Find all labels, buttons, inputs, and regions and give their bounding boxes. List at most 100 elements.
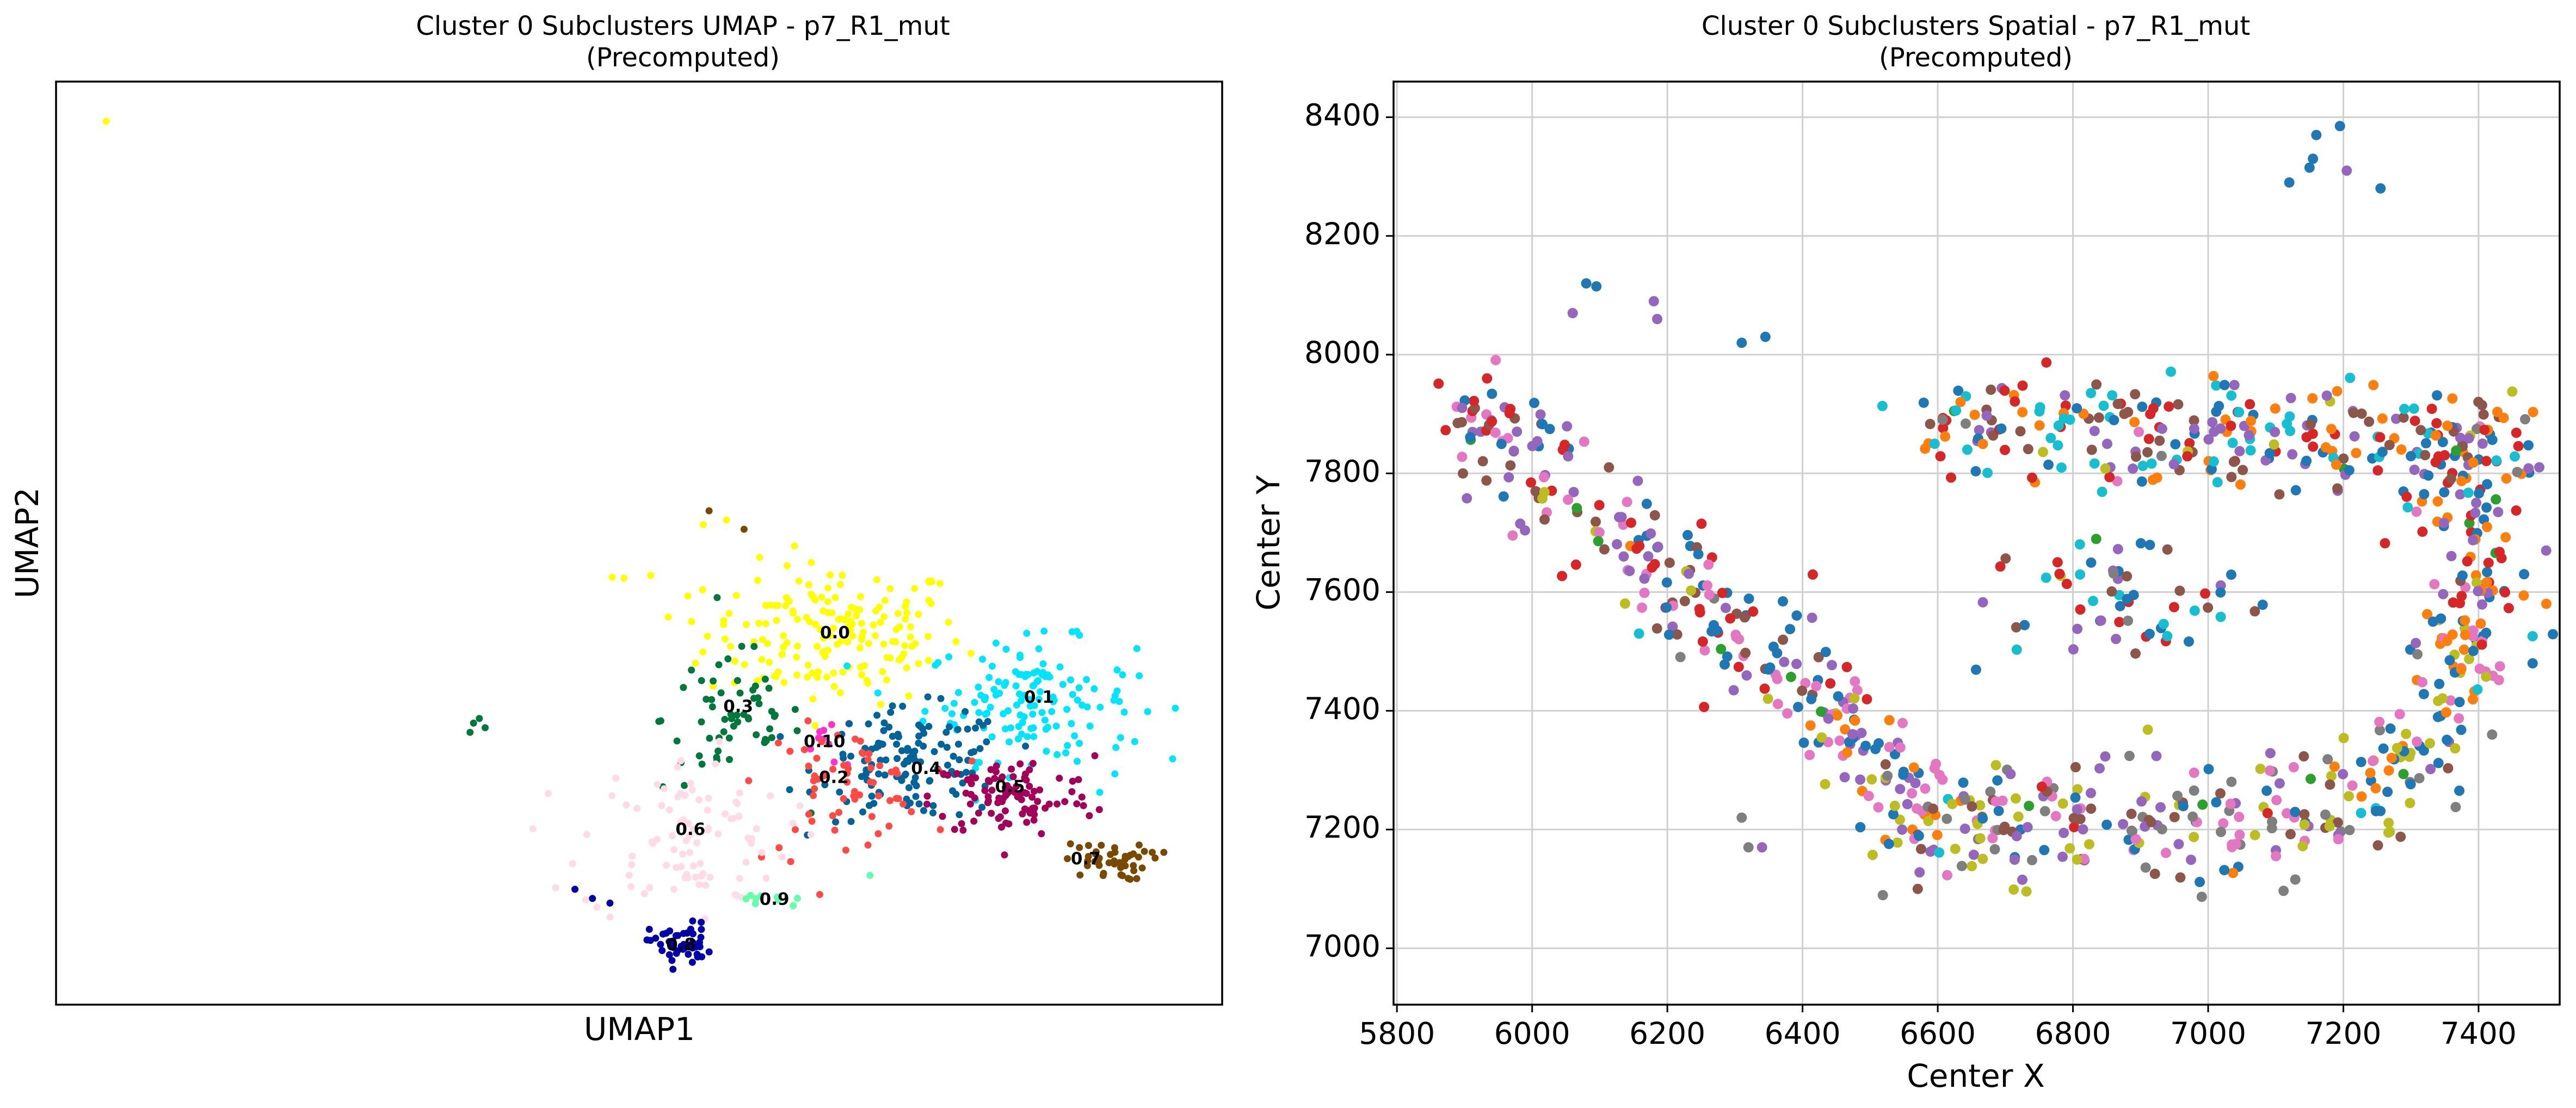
umap-point	[710, 677, 717, 685]
umap-point	[830, 683, 838, 690]
spatial-point	[1663, 629, 1674, 640]
spatial-point	[2308, 441, 2319, 452]
umap-point	[713, 594, 721, 602]
spatial-point	[1928, 803, 1938, 814]
umap-point	[889, 733, 896, 740]
umap-point	[669, 965, 677, 973]
umap-point	[881, 771, 889, 779]
spatial-point	[2255, 764, 2266, 774]
spatial-point	[1772, 673, 1783, 684]
umap-point	[1030, 788, 1038, 795]
spatial-point	[2477, 438, 2488, 449]
spatial-point	[2414, 773, 2425, 784]
spatial-point	[2086, 444, 2097, 455]
umap-cluster-label: 0.3	[723, 697, 753, 716]
umap-point	[695, 796, 703, 804]
spatial-point	[2189, 605, 2200, 616]
umap-point	[628, 861, 636, 869]
spatial-point	[1563, 494, 1574, 505]
spatial-point	[1462, 493, 1472, 504]
spatial-point	[2266, 823, 2277, 834]
umap-point	[470, 719, 477, 727]
umap-point	[1135, 841, 1143, 849]
umap-point	[1135, 853, 1142, 861]
umap-point	[930, 748, 938, 756]
umap-point	[836, 581, 844, 588]
spatial-point	[2108, 568, 2119, 579]
spatial-point	[1955, 397, 1966, 407]
umap-point	[683, 929, 691, 937]
umap-point	[1083, 676, 1090, 683]
umap-point	[673, 864, 680, 871]
umap-point	[1009, 773, 1017, 781]
umap-point	[843, 662, 851, 670]
umap-point	[720, 617, 728, 624]
spatial-point	[2156, 824, 2167, 834]
umap-point	[1062, 749, 1070, 757]
spatial-point	[2464, 654, 2475, 665]
spatial-point	[2053, 420, 2064, 431]
spatial-point	[2149, 869, 2160, 879]
spatial-point	[1839, 772, 1850, 783]
umap-point	[745, 715, 753, 723]
spatial-point	[2507, 386, 2518, 397]
spatial-point	[1999, 385, 2010, 396]
spatial-point	[2329, 761, 2340, 772]
umap-point	[735, 813, 743, 820]
spatial-point	[2000, 553, 2011, 564]
umap-point	[1026, 696, 1033, 703]
spatial-point	[2311, 129, 2322, 140]
spatial-point	[2162, 544, 2173, 555]
spatial-point	[2420, 450, 2431, 461]
umap-point	[1067, 840, 1074, 847]
umap-point	[1144, 708, 1151, 715]
spatial-point	[1951, 405, 1962, 416]
umap-point	[954, 689, 962, 696]
umap-point	[742, 858, 750, 866]
spatial-point	[1759, 683, 1770, 694]
umap-point	[1133, 645, 1141, 652]
spatial-point	[1847, 729, 1858, 740]
umap-point	[810, 792, 817, 800]
spatial-point	[2184, 636, 2194, 647]
spatial-point	[2086, 803, 2097, 814]
spatial-point	[1512, 426, 1523, 437]
spatial-point	[2447, 629, 2458, 640]
spatial-point	[1699, 645, 1710, 656]
umap-point	[606, 913, 614, 921]
umap-point	[751, 900, 759, 907]
umap-point	[903, 664, 910, 672]
umap-point	[571, 886, 579, 893]
umap-point	[966, 800, 974, 808]
spatial-point	[2401, 728, 2412, 739]
spatial-point	[2265, 748, 2276, 759]
spatial-point	[2401, 491, 2412, 502]
umap-point	[858, 671, 866, 679]
spatial-point	[2372, 465, 2383, 476]
spatial-point	[2189, 423, 2199, 434]
umap-point	[689, 825, 697, 833]
spatial-point	[2102, 819, 2112, 830]
spatial-point	[2494, 661, 2505, 672]
spatial-point	[2377, 413, 2388, 424]
spatial-point	[1958, 777, 1969, 788]
umap-point	[1149, 849, 1156, 856]
umap-point	[853, 612, 860, 620]
umap-point	[937, 695, 945, 702]
umap-point	[1113, 666, 1121, 674]
spatial-point	[2374, 716, 2385, 727]
spatial-x-tick-label: 5800	[1359, 1016, 1435, 1051]
umap-point	[988, 663, 996, 670]
spatial-point	[2481, 628, 2492, 638]
spatial-point	[1772, 698, 1783, 709]
umap-point	[958, 820, 965, 827]
spatial-point	[2411, 637, 2421, 648]
umap-point	[834, 640, 841, 648]
spatial-point	[2468, 646, 2479, 657]
umap-point	[936, 826, 944, 833]
spatial-point	[1975, 833, 1986, 844]
umap-point	[865, 640, 873, 647]
umap-point	[762, 875, 770, 882]
umap-point	[1026, 783, 1033, 790]
umap-point	[706, 734, 713, 742]
